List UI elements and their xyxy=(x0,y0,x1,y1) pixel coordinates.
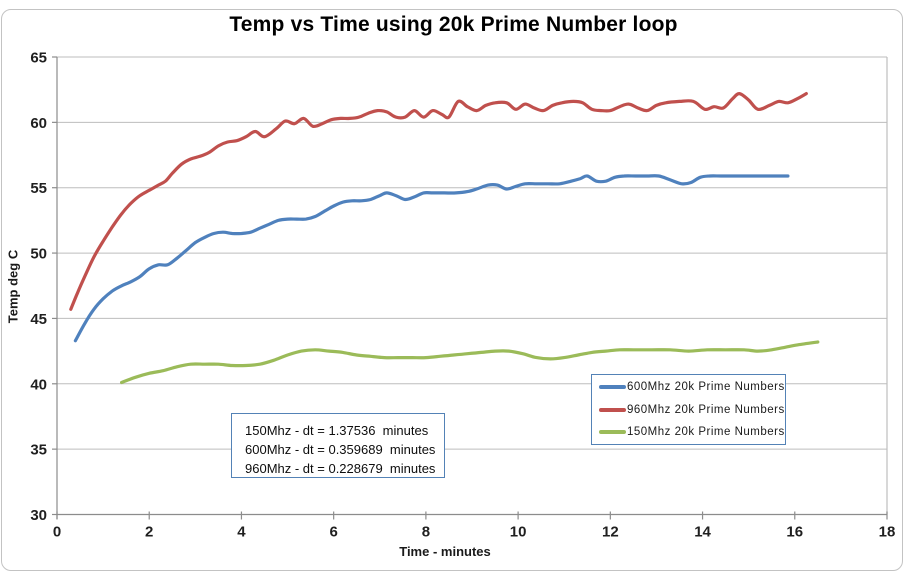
legend-item-150mhz: 150Mhz 20k Prime Numbers xyxy=(599,422,785,442)
legend-line-swatch xyxy=(599,429,626,434)
legend-item-960mhz: 960Mhz 20k Prime Numbers xyxy=(599,400,785,420)
legend-label: 150Mhz 20k Prime Numbers xyxy=(627,425,785,438)
legend-line-swatch xyxy=(599,407,626,412)
chart-title: Temp vs Time using 20k Prime Number loop xyxy=(229,13,678,36)
x-tick-label-2: 2 xyxy=(145,524,153,541)
dt-annotation-box: 150Mhz - dt = 1.37536 minutes 600Mhz - d… xyxy=(231,413,445,478)
y-tick-label-45: 45 xyxy=(30,311,47,328)
x-tick-label-12: 12 xyxy=(602,524,619,541)
y-tick-label-40: 40 xyxy=(30,376,47,393)
x-tick-label-8: 8 xyxy=(422,524,430,541)
annotation-line-960mhz: 960Mhz - dt = 0.228679 minutes xyxy=(245,461,436,476)
annotation-line-600mhz: 600Mhz - dt = 0.359689 minutes xyxy=(245,442,436,457)
y-tick-label-55: 55 xyxy=(30,180,47,197)
legend-line-swatch xyxy=(599,385,626,390)
x-tick-label-16: 16 xyxy=(786,524,803,541)
x-tick-label-6: 6 xyxy=(329,524,337,541)
series-line-150mhz xyxy=(120,340,820,385)
x-axis-title: Time - minutes xyxy=(399,544,491,559)
legend: 600Mhz 20k Prime Numbers 960Mhz 20k Prime… xyxy=(591,374,786,445)
x-tick-label-0: 0 xyxy=(53,524,61,541)
y-axis-title: Temp deg C xyxy=(5,249,21,324)
y-tick-label-65: 65 xyxy=(30,50,47,67)
x-tick-label-14: 14 xyxy=(694,524,711,541)
x-tick-label-10: 10 xyxy=(510,524,527,541)
y-tick-label-35: 35 xyxy=(30,442,47,459)
y-tick-label-50: 50 xyxy=(30,246,47,263)
series-line-600mhz xyxy=(73,174,790,343)
series-line-960mhz xyxy=(69,92,808,311)
legend-label: 600Mhz 20k Prime Numbers xyxy=(627,381,785,394)
legend-label: 960Mhz 20k Prime Numbers xyxy=(627,403,785,416)
y-tick-label-60: 60 xyxy=(30,115,47,132)
legend-item-600mhz: 600Mhz 20k Prime Numbers xyxy=(599,377,785,397)
y-tick-label-30: 30 xyxy=(30,507,47,524)
x-tick-label-4: 4 xyxy=(237,524,246,541)
x-tick-label-18: 18 xyxy=(879,524,896,541)
annotation-line-150mhz: 150Mhz - dt = 1.37536 minutes xyxy=(245,423,429,438)
